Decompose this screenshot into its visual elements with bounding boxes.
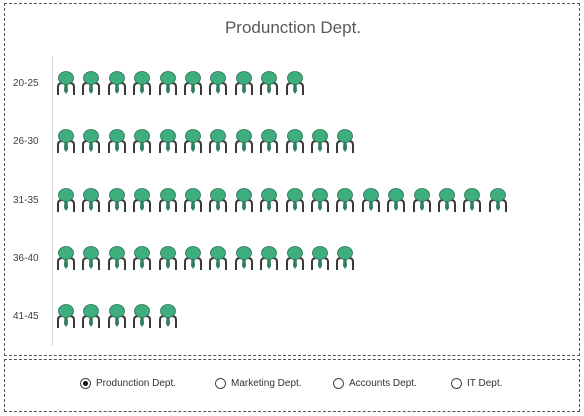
person-icon — [55, 245, 77, 271]
person-icon — [309, 245, 331, 271]
person-icon — [80, 187, 102, 213]
person-icon — [258, 128, 280, 154]
person-icon — [106, 128, 128, 154]
person-icon — [309, 128, 331, 154]
category-label-41-45: 41-45 — [13, 311, 39, 322]
legend-label-1: Marketing Dept. — [231, 378, 302, 389]
person-icon — [334, 187, 356, 213]
chart-title: Produnction Dept. — [224, 18, 362, 37]
person-icon — [182, 70, 204, 96]
bar-20-25 — [55, 70, 309, 96]
person-icon — [233, 187, 255, 213]
person-icon — [284, 187, 306, 213]
category-label-20-25: 20-25 — [13, 78, 39, 89]
person-icon — [80, 303, 102, 329]
legend-option-1[interactable]: Marketing Dept. — [215, 378, 302, 389]
bar-26-30 — [55, 128, 360, 154]
bar-31-35 — [55, 187, 512, 213]
person-icon — [411, 187, 433, 213]
person-icon — [385, 187, 407, 213]
person-icon — [233, 70, 255, 96]
person-icon — [131, 245, 153, 271]
person-icon — [131, 70, 153, 96]
legend-panel: Produnction Dept. Marketing Dept. Accoun… — [4, 359, 580, 412]
person-icon — [157, 245, 179, 271]
person-icon — [284, 245, 306, 271]
person-icon — [461, 187, 483, 213]
person-icon — [334, 128, 356, 154]
radio-button-2[interactable] — [333, 378, 344, 389]
bar-36-40 — [55, 245, 360, 271]
legend-label-3: IT Dept. — [467, 378, 503, 389]
radio-button-0[interactable] — [80, 378, 91, 389]
person-icon — [258, 70, 280, 96]
radio-button-3[interactable] — [451, 378, 462, 389]
chart-area: Produnction Dept. 20-25 26-30 31-35 36-40 41… — [4, 3, 580, 356]
person-icon — [207, 245, 229, 271]
legend-option-0[interactable]: Produnction Dept. — [80, 378, 176, 389]
person-icon — [487, 187, 509, 213]
person-icon — [55, 303, 77, 329]
person-icon — [157, 70, 179, 96]
person-icon — [55, 128, 77, 154]
person-icon — [131, 128, 153, 154]
person-icon — [436, 187, 458, 213]
person-icon — [106, 187, 128, 213]
legend-label-2: Accounts Dept. — [349, 378, 417, 389]
person-icon — [233, 128, 255, 154]
bar-41-45 — [55, 303, 182, 329]
person-icon — [207, 70, 229, 96]
person-icon — [106, 70, 128, 96]
category-label-31-35: 31-35 — [13, 195, 39, 206]
category-label-26-30: 26-30 — [13, 136, 39, 147]
legend-option-3[interactable]: IT Dept. — [451, 378, 502, 389]
person-icon — [131, 303, 153, 329]
person-icon — [182, 187, 204, 213]
person-icon — [131, 187, 153, 213]
person-icon — [284, 128, 306, 154]
person-icon — [207, 128, 229, 154]
person-icon — [157, 303, 179, 329]
person-icon — [80, 128, 102, 154]
person-icon — [360, 187, 382, 213]
person-icon — [258, 187, 280, 213]
person-icon — [207, 187, 229, 213]
legend-label-0: Produnction Dept. — [96, 378, 177, 389]
person-icon — [106, 245, 128, 271]
person-icon — [182, 128, 204, 154]
person-icon — [157, 187, 179, 213]
category-axis-line — [52, 56, 53, 346]
person-icon — [334, 245, 356, 271]
radio-button-1[interactable] — [215, 378, 226, 389]
person-icon — [258, 245, 280, 271]
person-icon — [233, 245, 255, 271]
person-icon — [80, 245, 102, 271]
legend-option-2[interactable]: Accounts Dept. — [333, 378, 417, 389]
category-label-36-40: 36-40 — [13, 253, 39, 264]
person-icon — [157, 128, 179, 154]
person-icon — [182, 245, 204, 271]
person-icon — [106, 303, 128, 329]
person-icon — [55, 70, 77, 96]
person-icon — [309, 187, 331, 213]
person-icon — [55, 187, 77, 213]
person-icon — [284, 70, 306, 96]
person-icon — [80, 70, 102, 96]
